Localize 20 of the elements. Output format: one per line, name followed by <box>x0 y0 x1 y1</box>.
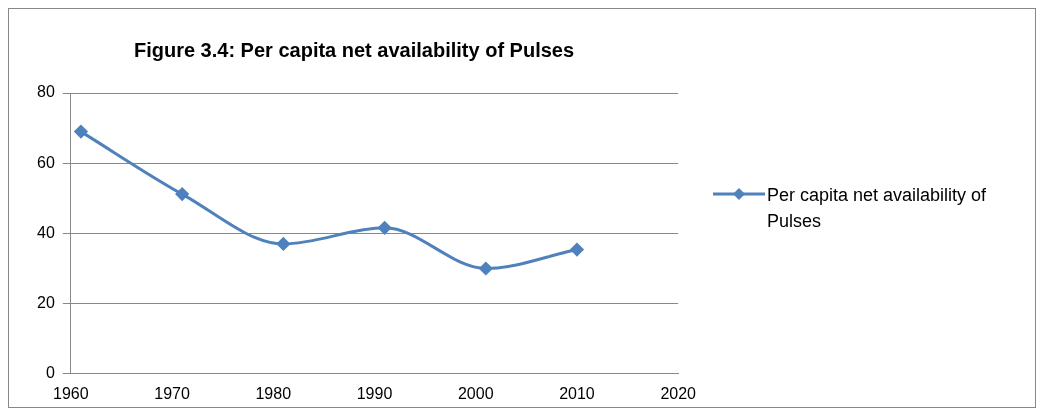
x-tick-label: 2010 <box>559 384 595 402</box>
x-tick-label: 1960 <box>53 384 89 402</box>
y-tick-label: 40 <box>37 223 55 241</box>
x-tick-label: 2000 <box>457 384 494 402</box>
x-tick-label: 1990 <box>356 384 393 402</box>
chart-title: Figure 3.4: Per capita net availability of Pulses <box>133 38 575 61</box>
point <box>378 221 392 235</box>
y-tick-label: 60 <box>37 153 55 171</box>
x-tick-label: 2020 <box>660 384 697 402</box>
point <box>175 187 189 201</box>
y-tick-label: 80 <box>37 83 55 101</box>
point <box>479 262 493 275</box>
y-tick-label: 0 <box>45 364 55 382</box>
y-tick-label: 20 <box>37 294 55 312</box>
point <box>570 243 584 257</box>
legend-label: Per capita net availability of Pulses <box>767 184 988 233</box>
point <box>74 125 88 139</box>
point <box>276 237 290 251</box>
x-tick-label: 1970 <box>154 384 190 402</box>
x-tick-label: 1980 <box>255 384 292 402</box>
